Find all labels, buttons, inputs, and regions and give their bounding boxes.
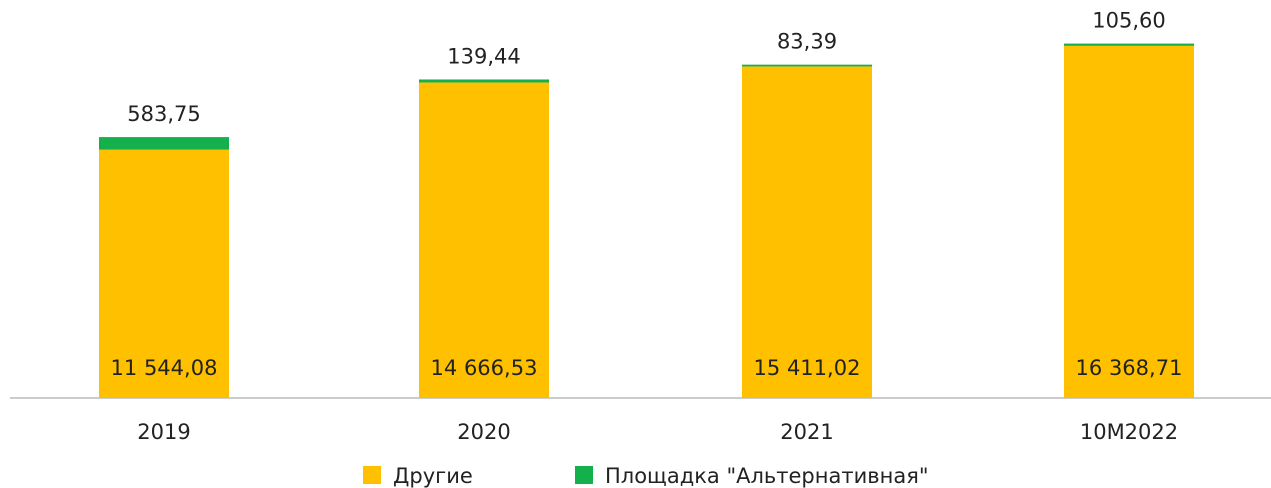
x-tick-label: 2020	[457, 420, 510, 444]
bar-segment	[419, 79, 549, 83]
bar-segment	[742, 64, 872, 67]
legend-swatch	[363, 466, 381, 484]
legend-label: Другие	[393, 464, 473, 488]
value-label: 16 368,71	[1076, 356, 1183, 380]
bar-segment	[742, 66, 872, 399]
x-tick-label: 10M2022	[1080, 420, 1178, 444]
bar-segment	[1064, 43, 1194, 46]
bar-segment	[99, 149, 229, 398]
value-label: 11 544,08	[111, 356, 218, 380]
value-label: 15 411,02	[754, 356, 861, 380]
value-label: 105,60	[1092, 9, 1165, 33]
bar-segment	[419, 82, 549, 398]
value-label: 14 666,53	[431, 356, 538, 380]
bar-segment	[99, 137, 229, 150]
value-label: 583,75	[127, 102, 200, 126]
value-label: 83,39	[777, 30, 837, 54]
legend-swatch	[575, 466, 593, 484]
x-tick-label: 2021	[780, 420, 833, 444]
value-label: 139,44	[447, 44, 520, 68]
bar-segment	[1064, 45, 1194, 399]
legend-label: Площадка "Альтернативная"	[605, 464, 929, 488]
x-tick-label: 2019	[137, 420, 190, 444]
